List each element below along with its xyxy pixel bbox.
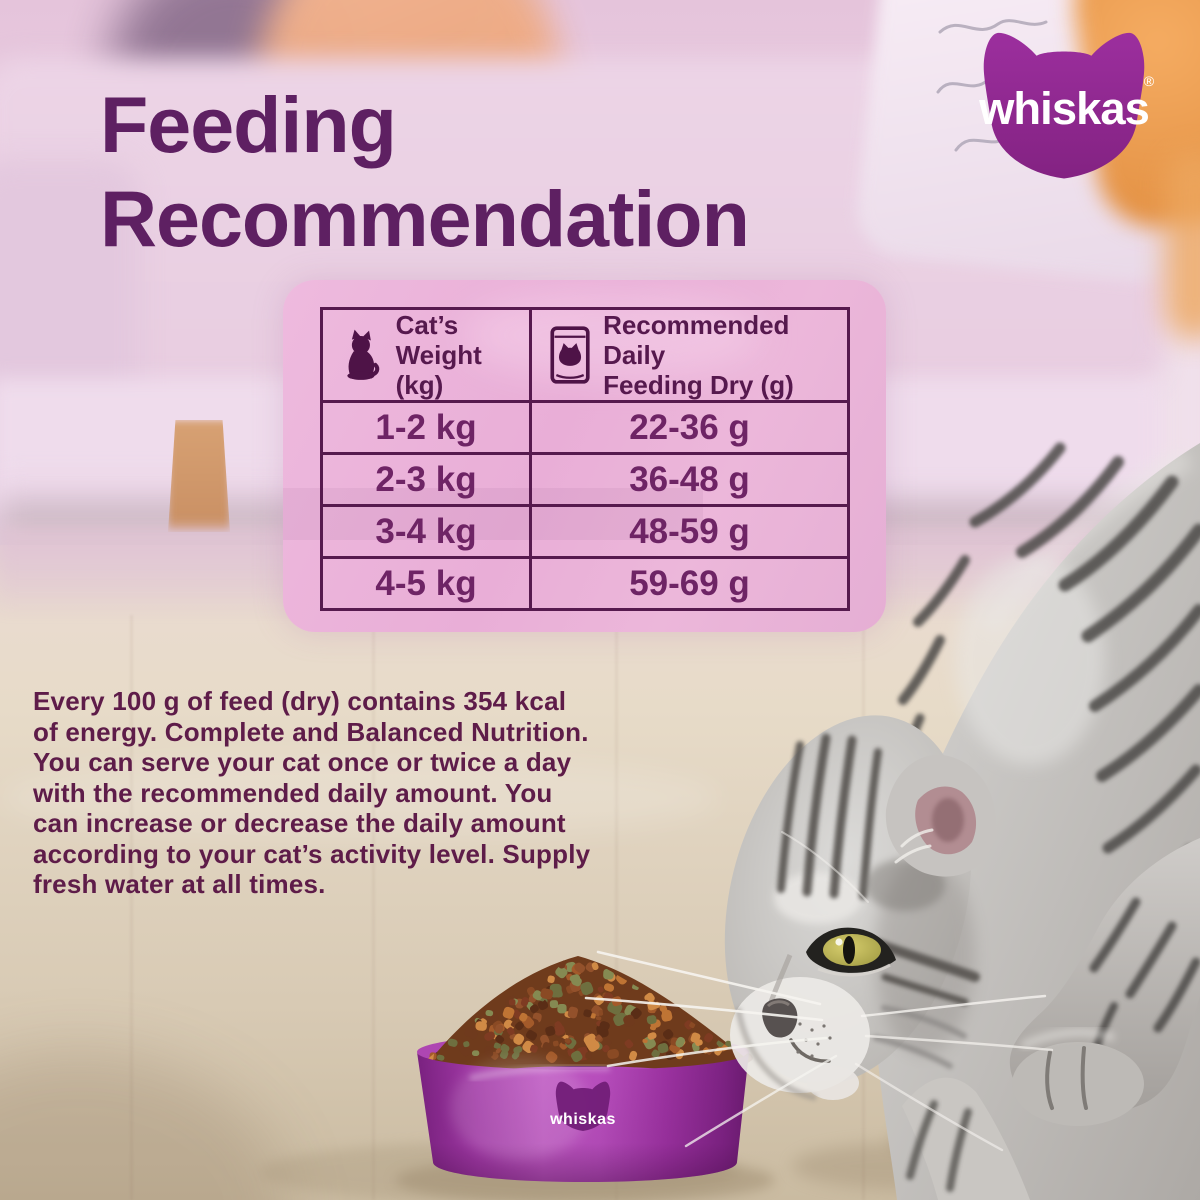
floor-plank-line: [615, 615, 618, 1200]
bowl-logo: whiskas: [549, 1081, 616, 1131]
amount-cell: 36-48 g: [529, 452, 850, 507]
feeding-table-panel: Cat’s Weight (kg): [283, 280, 886, 632]
page-title: Feeding Recommendation: [100, 78, 750, 266]
food-pack-icon: [550, 326, 590, 384]
table-row: 3-4 kg 48-59 g: [320, 504, 850, 559]
feeding-note: Every 100 g of feed (dry) contains 354 k…: [33, 686, 591, 899]
header-col2-line1: Recommended Daily: [603, 310, 790, 370]
cat-eye: [806, 927, 896, 977]
cat-whiskers: [584, 831, 1054, 1152]
bowl-rim-sheen: [469, 1064, 611, 1081]
cheek-stripes: [873, 1005, 967, 1069]
floor-sheen: [0, 755, 720, 840]
amount-cell: 48-59 g: [529, 504, 850, 559]
cat-icon: [347, 329, 380, 380]
header-col1-line1: Cat’s: [395, 310, 459, 340]
cat-front-leg: [1009, 838, 1200, 1126]
table-header-row: Cat’s Weight (kg): [320, 307, 850, 403]
registered-mark: ®: [1144, 74, 1155, 90]
orange-pillow: [1165, 150, 1200, 340]
title-line-2: Recommendation: [100, 174, 750, 263]
weight-cell: 3-4 kg: [320, 504, 532, 559]
amount-cell: 59-69 g: [529, 556, 850, 611]
cat-head-icon: [983, 32, 1145, 179]
cat-nose-mouth: [735, 954, 859, 1101]
header-cats-weight: Cat’s Weight (kg): [320, 307, 532, 403]
feeding-table: Cat’s Weight (kg): [320, 307, 850, 611]
brand-wordmark: whiskas: [978, 83, 1149, 134]
kibble-pile: [424, 956, 753, 1078]
couch-wooden-leg: [168, 420, 230, 532]
header-col2-line2: Feeding Dry (g): [603, 370, 794, 400]
weight-cell: 2-3 kg: [320, 452, 532, 507]
cat-head: [584, 715, 1054, 1152]
food-bowl: whiskas: [260, 956, 775, 1200]
whiskas-logo: whiskas ®: [978, 32, 1155, 179]
cat-ear: [865, 755, 996, 911]
weight-cell: 1-2 kg: [320, 400, 532, 455]
bowl-highlight: [450, 1056, 590, 1160]
table-row: 4-5 kg 59-69 g: [320, 556, 850, 611]
cat-paw: [1012, 1042, 1144, 1126]
weight-cell: 4-5 kg: [320, 556, 532, 611]
table-row: 2-3 kg 36-48 g: [320, 452, 850, 507]
amount-cell: 22-36 g: [529, 400, 850, 455]
floor-plank-line: [130, 615, 133, 1200]
floor-plank-line: [372, 615, 375, 1200]
header-daily-feeding: Recommended Daily Feeding Dry (g): [529, 307, 850, 403]
table-row: 1-2 kg 22-36 g: [320, 400, 850, 455]
cat-photo: [584, 442, 1200, 1200]
bowl-brand-text: whiskas: [549, 1111, 616, 1128]
header-col1-line2: Weight (kg): [395, 340, 482, 400]
title-line-1: Feeding: [100, 80, 397, 169]
